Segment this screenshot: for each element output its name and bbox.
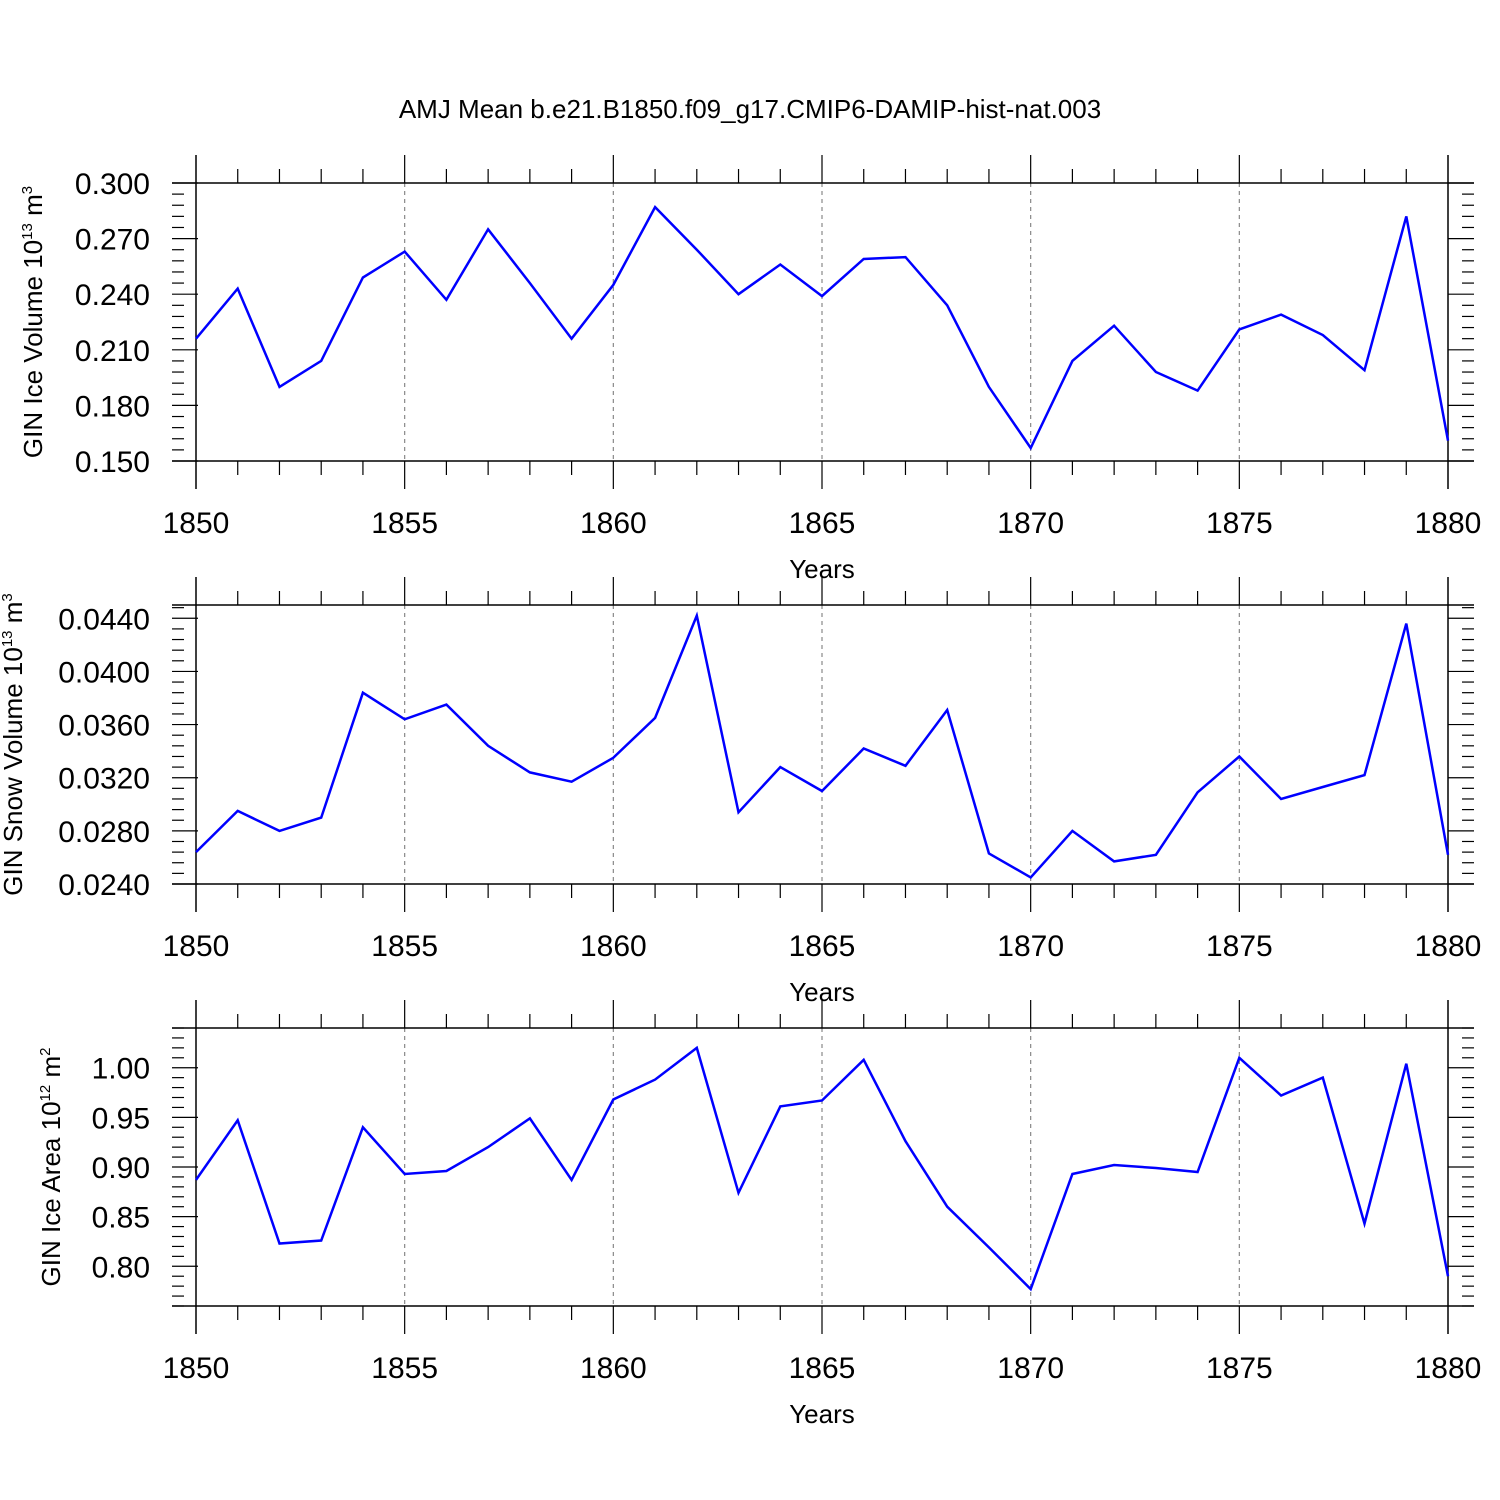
x-tick-label: 1855 xyxy=(371,1352,438,1385)
series-line xyxy=(195,205,1450,451)
x-tick-label: 1880 xyxy=(1415,930,1482,963)
x-tick-label: 1860 xyxy=(580,507,647,540)
x-tick-label: 1880 xyxy=(1415,507,1482,540)
x-tick-label: 1870 xyxy=(997,1352,1064,1385)
x-tick-label: 1850 xyxy=(163,1352,230,1385)
x-tick-label: 1875 xyxy=(1206,930,1273,963)
y-tick-label: 0.0320 xyxy=(58,763,150,796)
panel-3: 0.80 0.85 0.90 0.95 1.00 1850 1855 1860 1865 1870… xyxy=(36,1000,1481,1429)
panel-2: 0.0240 0.0280 0.0320 0.0360 0.0400 0.0440 1850… xyxy=(0,577,1481,1007)
figure-title: AMJ Mean b.e21.B1850.f09_g17.CMIP6-DAMIP… xyxy=(399,94,1101,124)
y-tick-label: 0.0440 xyxy=(58,603,150,636)
x-tick-label: 1860 xyxy=(580,1352,647,1385)
x-tick-label: 1870 xyxy=(997,930,1064,963)
x-axis-label: Years xyxy=(789,1399,855,1429)
x-tick-label: 1860 xyxy=(580,930,647,963)
x-tick-label: 1865 xyxy=(789,1352,856,1385)
x-tick-label: 1865 xyxy=(789,507,856,540)
y-tick-label: 0.240 xyxy=(75,279,150,312)
series-line xyxy=(195,611,1450,879)
x-tick-label: 1875 xyxy=(1206,1352,1273,1385)
y-tick-label: 0.95 xyxy=(92,1102,150,1135)
y-tick-label: 0.0400 xyxy=(58,656,150,689)
x-tick-label: 1865 xyxy=(789,930,856,963)
y-axis-label: GIN Ice Volume 1013 m3 xyxy=(18,186,48,458)
y-tick-label: 0.300 xyxy=(75,168,150,201)
x-tick-label: 1880 xyxy=(1415,1352,1482,1385)
y-tick-label: 0.150 xyxy=(75,446,150,479)
y-tick-label: 0.0240 xyxy=(58,869,150,902)
y-tick-label: 0.210 xyxy=(75,335,150,368)
y-tick-label: 1.00 xyxy=(92,1053,150,1086)
x-tick-label: 1850 xyxy=(163,930,230,963)
y-axis-label: GIN Snow Volume 1013 m3 xyxy=(0,593,28,896)
x-tick-label: 1870 xyxy=(997,507,1064,540)
x-tick-label: 1855 xyxy=(371,930,438,963)
y-tick-label: 0.0280 xyxy=(58,816,150,849)
x-tick-label: 1855 xyxy=(371,507,438,540)
y-tick-label: 0.80 xyxy=(92,1251,150,1284)
y-tick-label: 0.180 xyxy=(75,390,150,423)
y-tick-label: 0.270 xyxy=(75,224,150,257)
y-tick-label: 0.0360 xyxy=(58,710,150,743)
y-tick-label: 0.85 xyxy=(92,1202,150,1235)
x-tick-label: 1875 xyxy=(1206,507,1273,540)
y-axis-label: GIN Ice Area 1012 m2 xyxy=(36,1048,66,1287)
x-tick-label: 1850 xyxy=(163,507,230,540)
panel-1: 0.150 0.180 0.210 0.240 0.270 0.300 1850 1855 18… xyxy=(18,155,1481,584)
y-tick-label: 0.90 xyxy=(92,1152,150,1185)
series-line xyxy=(194,1045,1450,1292)
